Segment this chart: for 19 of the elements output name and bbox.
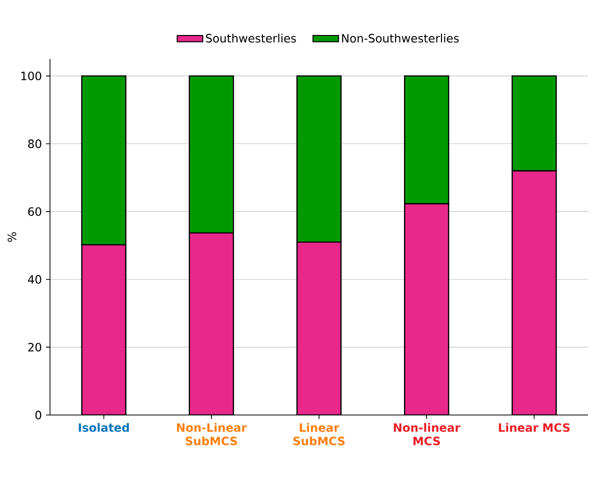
bar xyxy=(81,244,126,415)
legend-label: Non-Southwesterlies xyxy=(342,34,459,43)
legend-label: Southwesterlies xyxy=(206,34,296,43)
y-tick-label: 80 xyxy=(28,139,42,148)
bar xyxy=(296,241,342,415)
y-tick-label: 100 xyxy=(21,72,42,80)
x-tick-label: Non-linear MCS xyxy=(394,423,460,446)
y-tick-label: 40 xyxy=(28,275,42,284)
y-tick-label: 0 xyxy=(35,410,42,420)
bar xyxy=(188,232,234,415)
y-tick-label: 20 xyxy=(28,342,42,352)
x-tick-label: Non-Linear SubMCS xyxy=(176,423,247,446)
x-tick-label: Linear SubMCS xyxy=(293,423,345,446)
bar xyxy=(404,203,450,415)
bar xyxy=(512,170,557,415)
y-tick-label: 60 xyxy=(28,207,42,216)
x-tick-label: Isolated xyxy=(78,423,129,432)
y-axis-title: % xyxy=(8,232,16,242)
x-tick-label: Linear MCS xyxy=(498,423,570,432)
